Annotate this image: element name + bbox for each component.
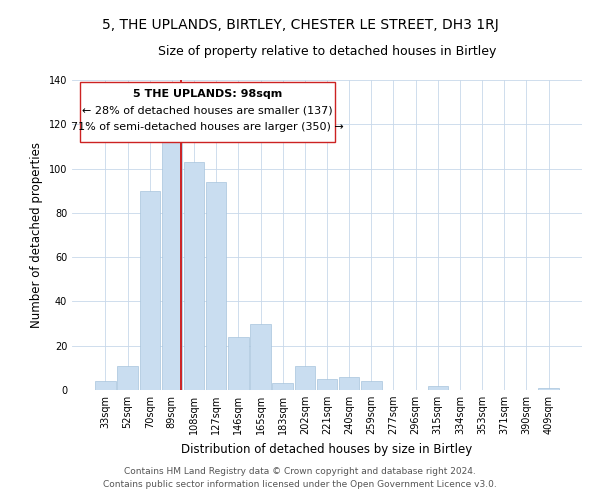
Text: ← 28% of detached houses are smaller (137): ← 28% of detached houses are smaller (13… <box>82 106 332 116</box>
Bar <box>538 388 559 390</box>
Bar <box>95 381 116 390</box>
Bar <box>228 337 248 390</box>
Text: Contains public sector information licensed under the Open Government Licence v3: Contains public sector information licen… <box>103 480 497 489</box>
Text: Contains HM Land Registry data © Crown copyright and database right 2024.: Contains HM Land Registry data © Crown c… <box>124 467 476 476</box>
Bar <box>339 376 359 390</box>
Bar <box>184 162 204 390</box>
X-axis label: Distribution of detached houses by size in Birtley: Distribution of detached houses by size … <box>181 442 473 456</box>
Bar <box>428 386 448 390</box>
Text: 5, THE UPLANDS, BIRTLEY, CHESTER LE STREET, DH3 1RJ: 5, THE UPLANDS, BIRTLEY, CHESTER LE STRE… <box>101 18 499 32</box>
Bar <box>272 384 293 390</box>
Bar <box>161 138 182 390</box>
Text: 71% of semi-detached houses are larger (350) →: 71% of semi-detached houses are larger (… <box>71 122 344 132</box>
Y-axis label: Number of detached properties: Number of detached properties <box>30 142 43 328</box>
Title: Size of property relative to detached houses in Birtley: Size of property relative to detached ho… <box>158 45 496 58</box>
Bar <box>317 379 337 390</box>
Bar <box>295 366 315 390</box>
Bar <box>250 324 271 390</box>
Text: 5 THE UPLANDS: 98sqm: 5 THE UPLANDS: 98sqm <box>133 90 282 100</box>
Bar <box>206 182 226 390</box>
Bar <box>140 190 160 390</box>
FancyBboxPatch shape <box>80 82 335 142</box>
Bar <box>361 381 382 390</box>
Bar <box>118 366 138 390</box>
